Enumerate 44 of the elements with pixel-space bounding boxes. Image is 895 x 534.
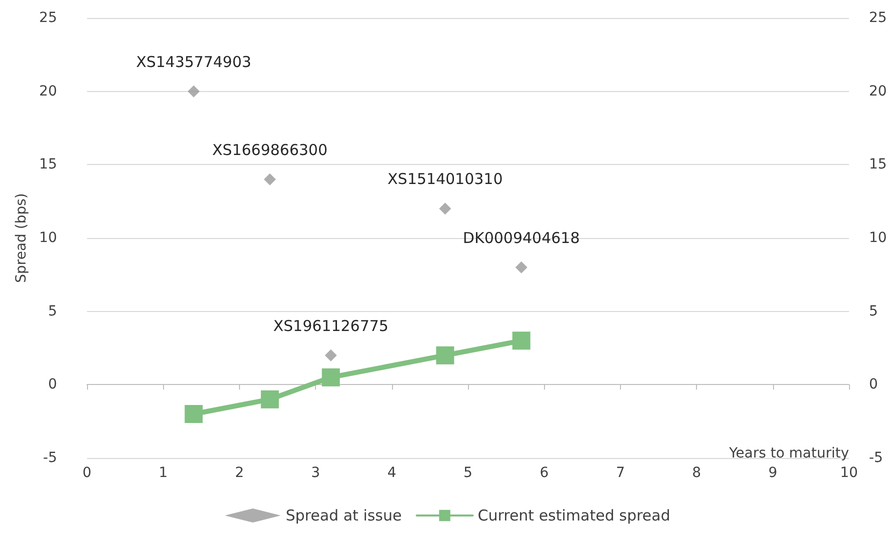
- x-tick-label: 4: [387, 465, 396, 481]
- point: [439, 202, 452, 215]
- y2-tick-label: 25: [869, 10, 887, 26]
- y2-tick-label: -5: [869, 450, 883, 466]
- annotation: XS1435774903: [136, 52, 252, 71]
- y-tick-label: 15: [39, 156, 57, 173]
- point: [184, 405, 203, 423]
- y-tick-label: 0: [48, 376, 57, 393]
- x-tick-label: 8: [692, 465, 702, 481]
- y2-tick-label: 0: [869, 376, 878, 393]
- x-tick-label: 6: [540, 465, 549, 481]
- point: [324, 349, 337, 362]
- point: [322, 368, 340, 386]
- legend-label: Current estimated spread: [478, 506, 670, 524]
- point: [512, 332, 530, 350]
- x-tick-label: 5: [464, 465, 472, 481]
- point: [264, 173, 276, 186]
- y2-tick-label: 20: [869, 83, 887, 100]
- y-axis-title: Spread (bps): [13, 193, 30, 283]
- annotation: XS1669866300: [212, 140, 328, 159]
- x-tick-label: 7: [616, 465, 625, 481]
- x-tick-label: 1: [158, 465, 168, 481]
- legend-label: Spread at issue: [286, 506, 402, 524]
- y-tick-label: 5: [48, 303, 57, 320]
- annotation: XS1961126775: [273, 316, 388, 335]
- point: [260, 390, 279, 408]
- x-tick-label: 0: [82, 465, 92, 481]
- x-tick-label: 10: [840, 465, 858, 481]
- y2-tick-label: 10: [869, 230, 887, 246]
- y2-tick-label: 15: [869, 156, 887, 173]
- annotation: DK0009404618: [462, 228, 580, 247]
- y-tick-label: 25: [39, 10, 57, 26]
- y-tick-label: 20: [39, 83, 57, 100]
- point: [188, 85, 200, 98]
- point: [436, 346, 454, 364]
- y2-tick-label: 5: [869, 303, 878, 320]
- x-tick-label: 2: [234, 465, 244, 481]
- x-axis-title: Years to maturity: [728, 446, 849, 462]
- annotation: XS1514010310: [388, 170, 503, 188]
- point: [515, 261, 528, 274]
- y-tick-label: 10: [39, 230, 57, 246]
- x-tick-label: 3: [311, 465, 320, 481]
- y-tick-label: -5: [43, 450, 57, 466]
- x-tick-label: 9: [768, 465, 778, 481]
